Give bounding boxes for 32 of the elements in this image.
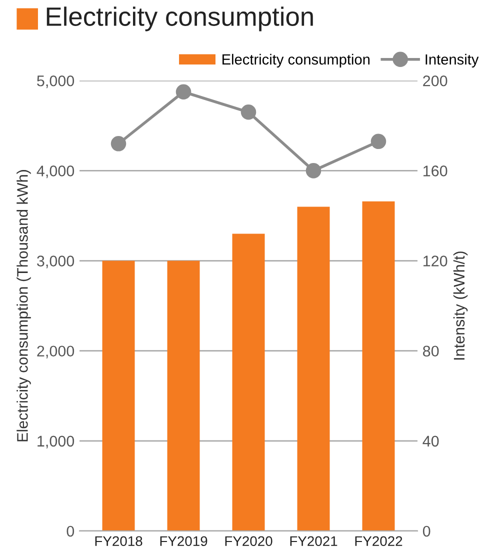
y-tick-label: 1,000: [38, 436, 74, 448]
bar: [362, 201, 395, 531]
x-tick-label: FY2018: [95, 536, 142, 546]
y-tick-label: 0: [66, 526, 74, 537]
y2-tick-label: 160: [424, 166, 448, 176]
point: [240, 104, 256, 120]
y2-axis-title: Intensity (kWh/t): [453, 252, 468, 360]
x-tick-label: FY2019: [160, 536, 208, 546]
x-tick-label: FY2021: [290, 536, 338, 546]
point: [176, 84, 192, 100]
chart-title: Electricity consumption: [46, 6, 313, 32]
point: [370, 134, 386, 150]
x-tick-label: FY2022: [355, 536, 402, 546]
legend-label: Electricity consumption: [222, 54, 370, 68]
bar: [232, 234, 265, 531]
y-tick-label: 3,000: [37, 256, 74, 268]
legend-label: Intensity: [426, 54, 479, 68]
y-tick-label: 2,000: [37, 346, 74, 358]
point: [110, 136, 126, 152]
bar: [167, 260, 200, 531]
y-tick-label: 5,000: [37, 75, 74, 88]
point: [306, 163, 322, 178]
y-axis-title: Electricity consumption (Thousand kWh): [16, 170, 31, 442]
y2-tick-label: 40: [422, 436, 439, 447]
y2-tick-label: 200: [423, 75, 448, 86]
bar: [102, 260, 135, 531]
x-tick-label: FY2020: [225, 536, 272, 546]
bar: [297, 206, 330, 531]
y2-tick-label: 120: [424, 256, 448, 266]
y2-tick-label: 0: [422, 526, 430, 537]
y-tick-label: 4,000: [36, 166, 74, 178]
y2-tick-label: 80: [423, 346, 439, 357]
